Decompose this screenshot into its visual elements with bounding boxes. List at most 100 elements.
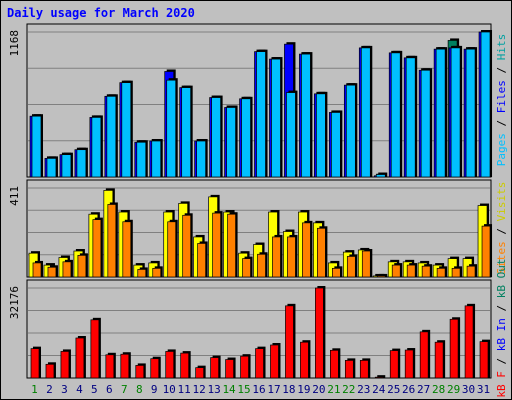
sites-bar bbox=[421, 265, 431, 278]
hits-bar bbox=[166, 79, 177, 178]
requests-legend: Pages / Files / Hits bbox=[495, 34, 508, 167]
sites-bar bbox=[62, 261, 72, 278]
kb-bar-shadow bbox=[377, 375, 386, 378]
hits-bar bbox=[91, 117, 102, 178]
kb-bar bbox=[165, 351, 175, 379]
sites-bar bbox=[152, 267, 162, 278]
x-tick-label: 17 bbox=[267, 383, 280, 396]
x-tick-label: 7 bbox=[121, 383, 128, 396]
sites-bar-shadow bbox=[379, 273, 388, 277]
hits-bar bbox=[121, 82, 132, 178]
sites-bar bbox=[361, 250, 371, 278]
hits-bar bbox=[465, 48, 476, 178]
x-tick-label: 9 bbox=[151, 383, 158, 396]
hits-bar bbox=[390, 52, 401, 178]
sites-bar bbox=[302, 222, 311, 278]
x-tick-label: 19 bbox=[297, 383, 310, 396]
visitors-legend: Sites / Visits bbox=[495, 182, 508, 275]
sites-bar bbox=[376, 275, 386, 278]
kb-bar bbox=[300, 341, 309, 379]
kb-bar bbox=[270, 344, 279, 379]
hits-bar bbox=[106, 95, 117, 178]
hits-bar bbox=[241, 98, 251, 178]
hits-bar bbox=[226, 107, 236, 178]
kb-bar bbox=[359, 360, 369, 379]
x-tick-label: 31 bbox=[477, 383, 490, 396]
requests-legend-item: / bbox=[495, 113, 508, 133]
visitors-legend-text: Sites / Visits bbox=[495, 182, 508, 275]
kb-bar bbox=[479, 341, 489, 379]
sites-bar bbox=[107, 204, 117, 278]
x-tick-label: 25 bbox=[387, 383, 400, 396]
visitors-legend-item: Sites bbox=[495, 241, 508, 274]
hits-bar bbox=[360, 47, 371, 178]
kb-bar bbox=[404, 349, 414, 379]
sites-bar bbox=[391, 264, 401, 278]
kb-bar bbox=[419, 331, 429, 379]
sites-bar bbox=[212, 212, 221, 278]
kb-bar bbox=[449, 318, 459, 379]
hits-bar bbox=[301, 53, 311, 178]
kb-bar bbox=[240, 355, 249, 379]
hits-bar bbox=[375, 174, 386, 178]
hits-bar bbox=[76, 149, 87, 178]
x-tick-label: 3 bbox=[61, 383, 68, 396]
x-tick-label: 18 bbox=[282, 383, 295, 396]
kb-bar bbox=[60, 351, 70, 379]
x-tick-label: 10 bbox=[163, 383, 176, 396]
kb-bar bbox=[389, 350, 399, 379]
sites-bar bbox=[317, 227, 326, 278]
kbytes-legend-item: kB Out bbox=[495, 258, 508, 298]
x-tick-label: 2 bbox=[46, 383, 53, 396]
visitors-legend-item: / bbox=[495, 221, 508, 241]
x-tick-label: 1 bbox=[31, 383, 38, 396]
x-tick-label: 20 bbox=[312, 383, 325, 396]
requests-legend-item: Hits bbox=[495, 34, 508, 61]
hits-bar bbox=[316, 93, 326, 178]
visitors-legend-item: Visits bbox=[495, 182, 508, 222]
hits-bar bbox=[136, 141, 147, 178]
x-tick-label: 15 bbox=[237, 383, 250, 396]
hits-bar bbox=[480, 31, 491, 178]
kb-bar bbox=[225, 359, 234, 379]
x-tick-label: 29 bbox=[447, 383, 460, 396]
x-tick-label: 23 bbox=[357, 383, 370, 396]
x-tick-label: 22 bbox=[342, 383, 355, 396]
kbytes-legend: kB F / kB In / kB Out bbox=[495, 258, 508, 397]
requests-legend-text: Pages / Files / Hits bbox=[495, 34, 508, 167]
kb-bar bbox=[464, 305, 474, 379]
hits-bar bbox=[331, 112, 341, 178]
x-tick-label: 4 bbox=[76, 383, 83, 396]
kbytes-legend-item: / bbox=[495, 351, 508, 371]
x-tick-label: 30 bbox=[462, 383, 475, 396]
sites-bar bbox=[242, 258, 251, 278]
kbytes-legend-item: kB In bbox=[495, 318, 508, 351]
kb-bar bbox=[344, 360, 354, 379]
sites-bar bbox=[77, 254, 87, 278]
sites-bar bbox=[122, 221, 132, 278]
kbytes-ymax-label: 32176 bbox=[8, 286, 21, 319]
kb-bar bbox=[195, 367, 204, 379]
chart-title: Daily usage for March 2020 bbox=[7, 6, 195, 20]
sites-bar bbox=[272, 236, 281, 278]
kbytes-legend-item: kB F bbox=[495, 371, 508, 398]
kb-bar bbox=[90, 319, 100, 379]
sites-bar bbox=[92, 219, 102, 278]
x-tick-label: 16 bbox=[252, 383, 265, 396]
x-tick-label: 12 bbox=[193, 383, 206, 396]
requests-legend-item: / bbox=[495, 60, 508, 80]
kb-bar bbox=[45, 363, 55, 379]
sites-bar bbox=[167, 221, 177, 278]
x-tick-label: 5 bbox=[91, 383, 98, 396]
sites-bar bbox=[32, 262, 42, 278]
hits-bar bbox=[46, 158, 57, 178]
hits-bar bbox=[286, 92, 296, 178]
x-tick-label: 21 bbox=[327, 383, 340, 396]
kb-bar bbox=[120, 353, 130, 379]
kb-bar bbox=[285, 305, 294, 379]
sites-bar bbox=[287, 236, 296, 278]
visitors-ymax-label: 411 bbox=[8, 186, 21, 206]
hits-bar bbox=[450, 47, 461, 178]
sites-bar bbox=[197, 243, 206, 278]
